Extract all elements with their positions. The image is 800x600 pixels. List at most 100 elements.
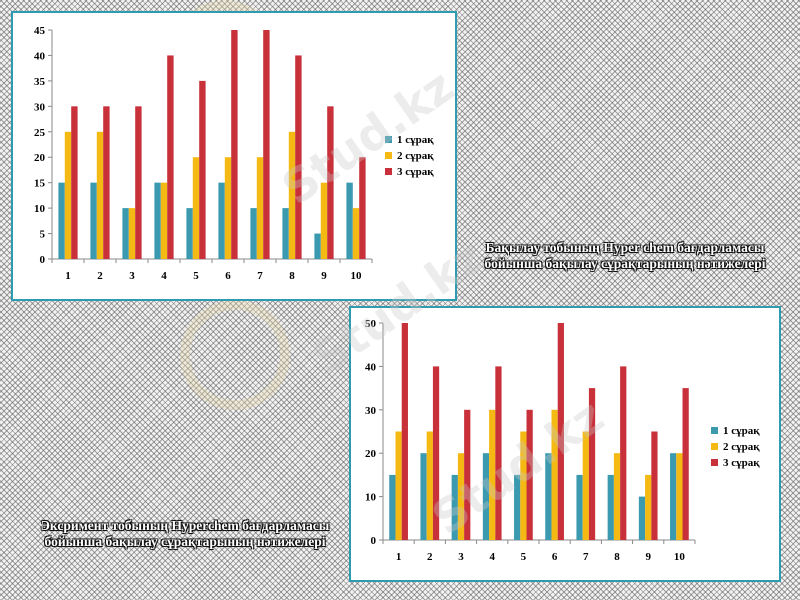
bar-1 xyxy=(250,208,257,259)
x-tick-label: 3 xyxy=(458,551,464,563)
bar-3 xyxy=(135,106,142,259)
bar-3 xyxy=(231,30,238,259)
x-tick-label: 5 xyxy=(193,270,199,282)
y-tick-label: 30 xyxy=(365,405,377,417)
bar-2 xyxy=(64,131,72,259)
bar-1 xyxy=(186,208,193,259)
y-tick-label: 40 xyxy=(34,50,46,62)
bar-3 xyxy=(651,431,658,540)
legend-swatch xyxy=(711,459,718,466)
bar-3 xyxy=(588,388,596,540)
bar-2 xyxy=(352,208,360,259)
x-tick-label: 8 xyxy=(289,270,295,282)
bar-3 xyxy=(495,366,502,540)
bar-1 xyxy=(638,496,646,540)
bar-2 xyxy=(320,182,328,259)
bar-3 xyxy=(401,323,408,540)
legend-swatch xyxy=(385,152,392,159)
bar-2 xyxy=(582,431,589,540)
bar-2 xyxy=(676,453,683,540)
bar-2 xyxy=(224,157,232,259)
y-tick-label: 45 xyxy=(34,25,46,37)
x-tick-label: 6 xyxy=(552,551,558,563)
bar-1 xyxy=(514,474,521,540)
legend-label: 3 сұрақ xyxy=(397,166,434,178)
bar-3 xyxy=(167,55,174,259)
bar-1 xyxy=(482,453,490,540)
x-tick-label: 9 xyxy=(321,270,327,282)
experiment-group-caption: Эксримент тобының Hyperchem бағдарламасы… xyxy=(40,518,330,549)
y-tick-label: 30 xyxy=(34,101,46,113)
legend-label: 2 сұрақ xyxy=(723,441,760,453)
bar-3 xyxy=(71,106,78,259)
bar-2 xyxy=(128,208,136,259)
legend-label: 1 сұрақ xyxy=(397,134,434,146)
bar-2 xyxy=(288,131,296,259)
legend-swatch xyxy=(385,168,392,175)
legend-label: 3 сұрақ xyxy=(723,457,760,469)
y-tick-label: 0 xyxy=(371,535,377,547)
bar-3 xyxy=(359,157,366,259)
bar-1 xyxy=(545,453,552,540)
bar-1 xyxy=(607,474,614,540)
bar-3 xyxy=(526,409,533,540)
x-tick-label: 2 xyxy=(97,270,103,282)
legend-swatch xyxy=(711,427,718,434)
bar-1 xyxy=(451,474,458,540)
bar-3 xyxy=(199,80,206,259)
bar-2 xyxy=(395,431,402,540)
x-tick-label: 4 xyxy=(161,270,167,282)
x-tick-label: 2 xyxy=(427,551,433,563)
y-tick-label: 0 xyxy=(40,254,46,266)
legend-swatch xyxy=(711,443,718,450)
y-tick-label: 10 xyxy=(34,203,46,215)
y-tick-label: 50 xyxy=(365,318,377,330)
y-tick-label: 35 xyxy=(34,76,46,88)
bar-1 xyxy=(122,208,129,259)
bar-3 xyxy=(295,55,302,259)
bar-2 xyxy=(551,409,558,540)
bar-3 xyxy=(620,366,627,540)
bar-3 xyxy=(327,106,334,259)
x-tick-label: 7 xyxy=(257,270,263,282)
bar-1 xyxy=(346,182,353,259)
watermark-logo xyxy=(180,300,290,410)
y-tick-label: 40 xyxy=(365,361,377,373)
x-tick-label: 5 xyxy=(521,551,527,563)
bar-2 xyxy=(96,131,104,259)
bar-3 xyxy=(682,388,689,540)
bar-3 xyxy=(263,30,270,259)
bar-1 xyxy=(389,474,396,540)
control-group-chart-panel: 0 5 10 15 20 25 30 35 40 45 1 2 3 4 5 6 7 8 9 10 1 сұрақ 2 с… xyxy=(11,11,457,301)
x-tick-label: 3 xyxy=(129,270,135,282)
x-tick-label: 1 xyxy=(65,270,71,282)
bar-2 xyxy=(192,157,200,259)
legend-label: 2 сұрақ xyxy=(397,150,434,162)
bar-2 xyxy=(613,453,621,540)
bar-1 xyxy=(670,453,677,540)
bar-3 xyxy=(557,323,564,540)
experiment-group-chart-panel: 0 10 20 30 40 50 1 2 3 4 5 6 7 8 9 10 1 сұрақ 2 сұрақ 3 сұ… xyxy=(349,306,781,582)
bar-1 xyxy=(58,182,65,259)
legend-label: 1 сұрақ xyxy=(723,425,760,437)
y-tick-label: 5 xyxy=(40,229,46,241)
experiment-group-bar-chart: 0 10 20 30 40 50 1 2 3 4 5 6 7 8 9 10 1 сұрақ 2 сұрақ 3 сұ… xyxy=(365,318,760,563)
bar-1 xyxy=(282,208,289,259)
bar-1 xyxy=(90,182,97,259)
y-tick-label: 10 xyxy=(365,492,377,504)
bar-1 xyxy=(420,453,427,540)
y-tick-label: 15 xyxy=(34,178,46,190)
x-tick-label: 10 xyxy=(674,551,686,563)
y-tick-label: 25 xyxy=(34,127,46,139)
bar-2 xyxy=(520,431,527,540)
control-group-caption: Бақылау тобының Hyper chem бағдарламасы … xyxy=(484,240,766,271)
x-tick-label: 4 xyxy=(489,551,495,563)
bar-3 xyxy=(432,366,440,540)
legend-swatch xyxy=(385,136,392,143)
y-tick-label: 20 xyxy=(34,152,46,164)
y-tick-label: 20 xyxy=(365,448,377,460)
bar-2 xyxy=(645,474,652,540)
bar-1 xyxy=(154,182,161,259)
bar-1 xyxy=(576,474,583,540)
